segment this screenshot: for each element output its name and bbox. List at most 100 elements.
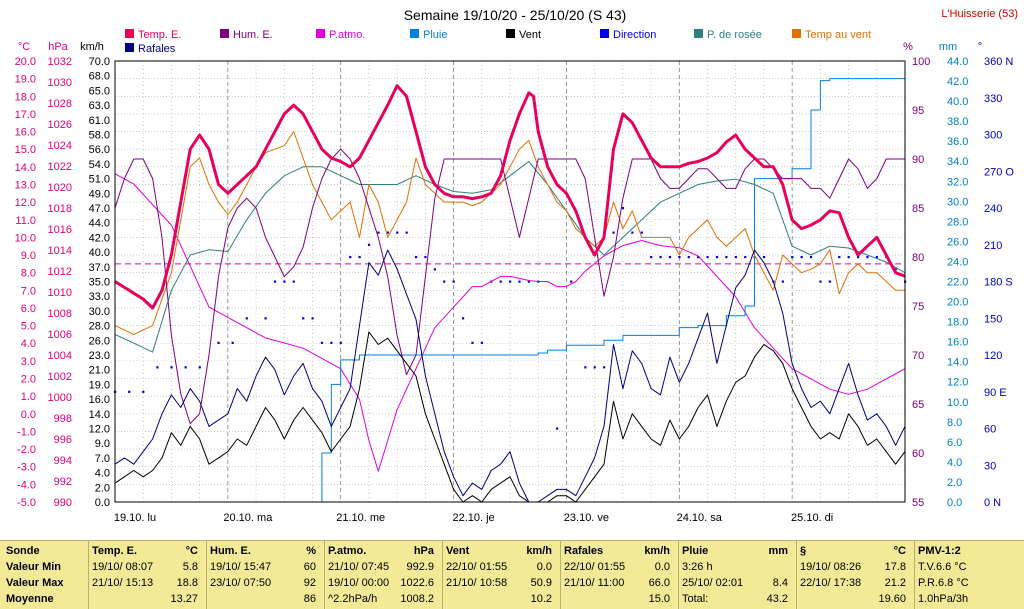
axis-tick-wind: 49.0 [89, 188, 110, 200]
summary-cell-value: 992.9 [406, 561, 434, 573]
direction-point [499, 280, 502, 283]
axis-tick-rain: 38.0 [947, 116, 968, 128]
axis-tick-temp: 4.0 [21, 338, 36, 350]
legend-label: P. de rosée [707, 29, 762, 41]
direction-point [894, 268, 897, 271]
direction-point [386, 231, 389, 234]
summary-col-name: Hum. E. [210, 545, 251, 557]
axis-tick-rain: 32.0 [947, 176, 968, 188]
axis-tick-temp: 9.0 [21, 250, 36, 262]
legend-swatch [410, 29, 419, 38]
axis-tick-wind: 0.0 [95, 497, 110, 509]
axis-tick-temp: 12.0 [15, 197, 36, 209]
axis-tick-hum: 70 [912, 350, 924, 362]
summary-col-name: Pluie [682, 545, 709, 557]
axis-tick-temp: 13.0 [15, 179, 36, 191]
axis-tick-temp: 6.0 [21, 303, 36, 315]
axis-tick-dir: 60 [984, 424, 996, 436]
direction-point [593, 366, 596, 369]
legend-swatch [506, 29, 515, 38]
direction-point [320, 341, 324, 344]
direction-point [292, 280, 295, 283]
axis-tick-temp: 1.0 [21, 391, 36, 403]
axis-tick-rain: 8.0 [947, 417, 962, 429]
axis-tick-wind: 7.0 [95, 453, 110, 465]
axis-tick-rain: 26.0 [947, 236, 968, 248]
x-tick-label: 21.10. me [336, 512, 385, 524]
pmv-value: T.V.6.6 °C [918, 561, 967, 573]
axis-tick-temp: 10.0 [15, 232, 36, 244]
summary-col-unit: km/h [644, 545, 670, 557]
direction-point [509, 280, 512, 283]
legend-swatch [125, 43, 134, 52]
series-line-pluie [115, 78, 905, 503]
legend-label: Rafales [138, 43, 176, 55]
legend: Temp. E. Hum. E. P.atmo. Pluie Vent Direction… [125, 29, 871, 55]
direction-point [612, 231, 615, 234]
direction-point [198, 366, 201, 369]
axis-tick-rain: 0.0 [947, 497, 962, 509]
axis-tick-wind: 19.0 [89, 379, 110, 391]
axis-tick-rain: 10.0 [947, 397, 968, 409]
axis-tick-press: 1006 [48, 329, 72, 341]
summary-col-gust: Rafales km/h 22/10/ 01:55 0.0 21/10/ 11:00… [564, 543, 676, 607]
axis-tick-dir: 210 [984, 240, 1002, 252]
axis-tick-press: 1032 [48, 56, 72, 68]
axis-tick-press: 992 [54, 476, 72, 488]
direction-point [762, 256, 766, 259]
axis-tick-rain: 44.0 [947, 56, 968, 68]
axis-tick-rain: 34.0 [947, 156, 968, 168]
axis-tick-dir: 180 S [984, 277, 1013, 289]
series-line-vent [114, 331, 906, 503]
axis-tick-temp: 14.0 [15, 162, 36, 174]
direction-point [367, 243, 371, 246]
axis-tick-wind: 14.0 [89, 409, 110, 421]
direction-point [433, 268, 436, 271]
axis-tick-dir: 150 [984, 313, 1002, 325]
axis-tick-press: 1004 [48, 350, 72, 362]
series-line-temp-e- [114, 84, 906, 310]
series-layer [114, 78, 907, 503]
axis-tick-wind: 58.0 [89, 130, 110, 142]
direction-point [570, 280, 573, 283]
summary-cell-date: 22/10/ 01:55 [564, 561, 626, 573]
summary-col-unit: mm [768, 545, 788, 557]
legend-swatch [694, 29, 703, 38]
direction-point [452, 280, 455, 283]
summary-sonde-header: Sonde [6, 545, 40, 557]
axis-tick-wind: 63.0 [89, 100, 110, 112]
axis-tick-temp: -3.0 [17, 462, 36, 474]
axis-unit-hum: % [903, 41, 913, 53]
direction-point [650, 256, 653, 259]
summary-cell-value: 19.60 [878, 593, 906, 605]
direction-point [156, 366, 159, 369]
axis-tick-temp: 15.0 [15, 144, 36, 156]
axis-tick-wind: 35.0 [89, 277, 110, 289]
axis-tick-temp: 16.0 [15, 127, 36, 139]
summary-cell-date: Total: [682, 593, 709, 605]
summary-cell-date: 21/10/ 11:00 [564, 577, 625, 589]
summary-cell-value: 10.2 [530, 593, 552, 605]
direction-point [781, 280, 784, 283]
direction-point [377, 231, 380, 234]
axis-tick-rain: 36.0 [947, 136, 968, 148]
axis-tick-wind: 9.0 [95, 438, 110, 450]
summary-col-name: § [800, 545, 807, 557]
summary-cell-date: 22/10/ 01:55 [446, 561, 508, 573]
summary-col-wind: Vent km/h 22/10/ 01:55 0.0 21/10/ 10:58 50.… [446, 543, 558, 607]
direction-point [414, 256, 418, 259]
legend-label: Vent [519, 29, 541, 41]
weather-chart: Semaine 19/10/20 - 25/10/20 (S 43) L'Hui… [15, 7, 1018, 524]
summary-col-temp: Temp. E. °C 19/10/ 08:07 5.8 21/10/ 15:13 1… [92, 543, 204, 607]
legend-swatch [125, 29, 134, 38]
axis-tick-dir: 300 [984, 130, 1002, 142]
x-tick-label: 23.10. ve [564, 512, 609, 524]
direction-point [349, 256, 352, 259]
grid [115, 60, 905, 503]
direction-point [264, 317, 267, 320]
direction-point [819, 280, 822, 283]
direction-point [715, 256, 719, 259]
series-line-p-de-ros-e [114, 161, 906, 353]
axis-tick-press: 990 [54, 497, 72, 509]
direction-point [603, 366, 606, 369]
